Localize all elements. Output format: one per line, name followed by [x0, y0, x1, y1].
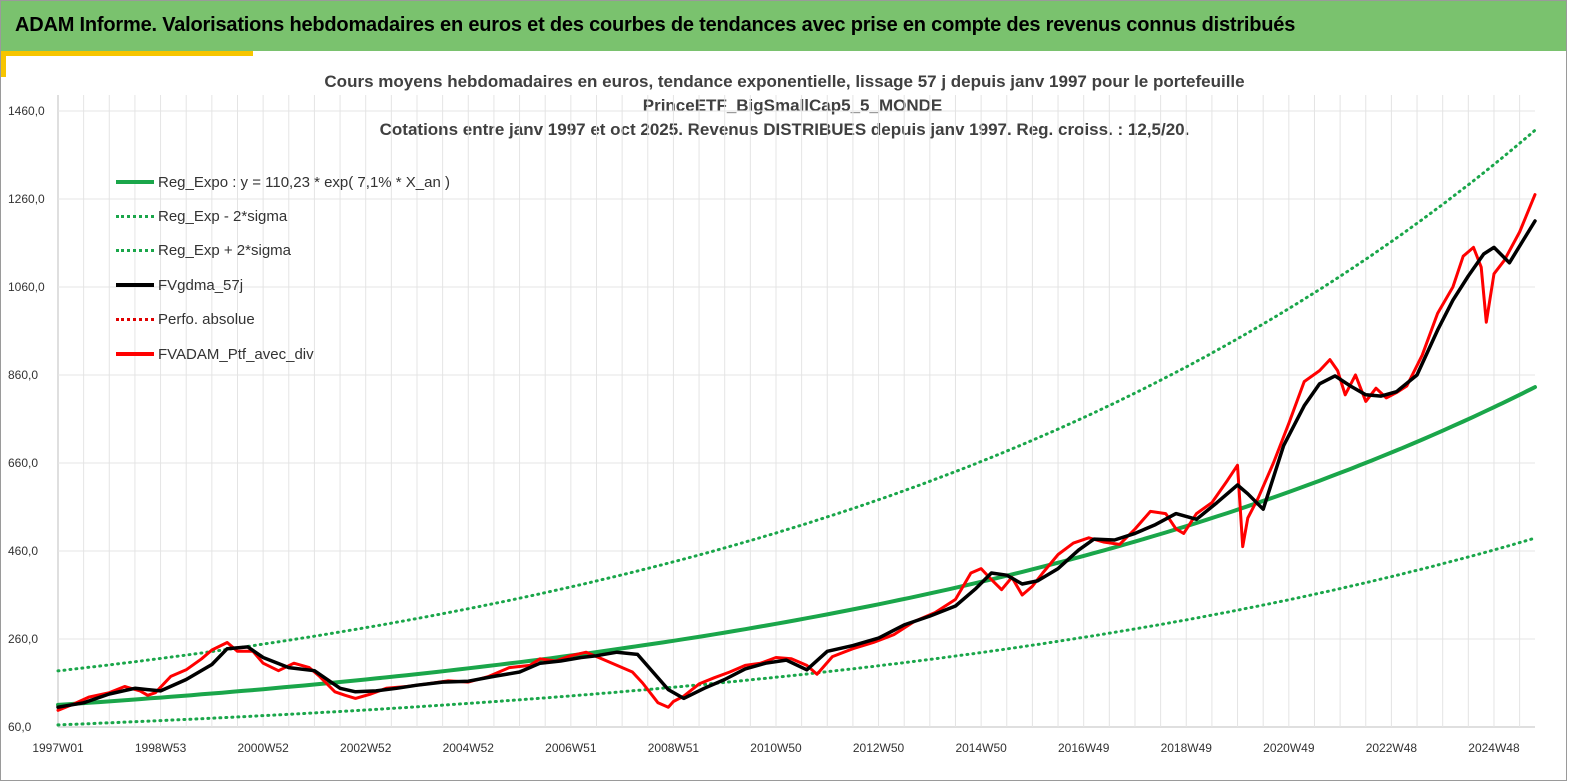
legend-swatch-reg-exp-minus	[116, 215, 154, 219]
chart-title: Cours moyens hebdomadaires en euros, ten…	[324, 72, 1245, 91]
accent-bar-left	[1, 51, 6, 77]
accent-bar	[1, 51, 253, 56]
chart-subtitle-portfolio: PrinceETF_BigSmallCap5_5_MONDE	[642, 96, 943, 115]
legend-swatch-fvgdma	[116, 283, 154, 288]
gridlines	[57, 95, 1535, 728]
legend-swatch-reg-expo	[116, 180, 154, 185]
x-tick-label: 2020W49	[1263, 741, 1315, 755]
legend-swatch-fvadam	[116, 352, 154, 357]
series-line-fvgdma	[56, 219, 1537, 709]
x-tick-label: 2022W48	[1366, 741, 1418, 755]
legend-label-fvgdma: FVgdma_57j	[158, 276, 244, 294]
x-tick-label: 2024W48	[1468, 741, 1520, 755]
series-line-reg-expo	[56, 385, 1537, 707]
x-tick-label: 2016W49	[1058, 741, 1110, 755]
x-tick-label: 2004W52	[443, 741, 495, 755]
y-tick-label: 660,0	[8, 456, 38, 470]
x-tick-label: 1998W53	[135, 741, 187, 755]
chart-subtitle-quotations: Cotations entre janv 1997 et oct 2025. R…	[379, 120, 1190, 139]
legend-label-fvadam: FVADAM_Ptf_avec_div	[158, 345, 314, 363]
y-tick-label: 260,0	[8, 632, 38, 646]
legend-label-reg-expo: Reg_Expo : y = 110,23 * exp( 7,1% * X_an…	[158, 173, 450, 191]
x-tick-label: 2014W50	[955, 741, 1007, 755]
y-tick-label: 60,0	[8, 720, 32, 734]
legend-swatch-perfo	[116, 318, 154, 322]
y-axis-ticks: 60,0 260,0 460,0 660,0 860,0 1060,0 1260,0 1460…	[8, 104, 45, 734]
x-tick-label: 2002W52	[340, 741, 392, 755]
legend-swatch-reg-exp-plus	[116, 249, 154, 253]
y-tick-label: 1060,0	[8, 280, 45, 294]
chart-titles: Cours moyens hebdomadaires en euros, ten…	[0, 70, 1569, 142]
y-tick-label: 460,0	[8, 544, 38, 558]
series-line-reg-exp-plus	[56, 128, 1537, 673]
report-title: ADAM Informe. Valorisations hebdomadaire…	[15, 14, 1296, 36]
y-tick-label: 1460,0	[8, 104, 45, 118]
x-tick-label: 2006W51	[545, 741, 597, 755]
y-tick-label: 860,0	[8, 368, 38, 382]
legend-label-reg-exp-minus: Reg_Exp - 2*sigma	[158, 208, 288, 226]
x-tick-label: 2008W51	[648, 741, 700, 755]
y-tick-label: 1260,0	[8, 192, 45, 206]
x-tick-label: 2010W50	[750, 741, 802, 755]
series-lines	[56, 128, 1537, 727]
series-line-reg-exp-minus	[56, 536, 1537, 727]
x-tick-label: 2018W49	[1161, 741, 1213, 755]
legend-item-reg-expo: Reg_Expo : y = 110,23 * exp( 7,1% * X_an…	[116, 165, 450, 199]
header-banner: ADAM Informe. Valorisations hebdomadaire…	[1, 1, 1566, 51]
legend: Reg_Expo : y = 110,23 * exp( 7,1% * X_an…	[116, 165, 450, 371]
legend-item-reg-exp-plus: Reg_Exp + 2*sigma	[116, 234, 450, 268]
legend-label-perfo: Perfo. absolue	[158, 311, 255, 329]
x-tick-label: 2012W50	[853, 741, 905, 755]
legend-item-perfo: Perfo. absolue	[116, 303, 450, 337]
legend-item-fvadam: FVADAM_Ptf_avec_div	[116, 337, 450, 371]
series-line-fvadam	[56, 193, 1537, 712]
x-tick-label: 2000W52	[237, 741, 289, 755]
x-tick-label: 1997W01	[32, 741, 84, 755]
legend-item-reg-exp-minus: Reg_Exp - 2*sigma	[116, 199, 450, 233]
legend-label-reg-exp-plus: Reg_Exp + 2*sigma	[158, 242, 291, 260]
x-axis-ticks: 1997W01 1998W53 2000W52 2002W52 2004W52 2006W…	[32, 741, 1520, 755]
legend-item-fvgdma: FVgdma_57j	[116, 268, 450, 302]
